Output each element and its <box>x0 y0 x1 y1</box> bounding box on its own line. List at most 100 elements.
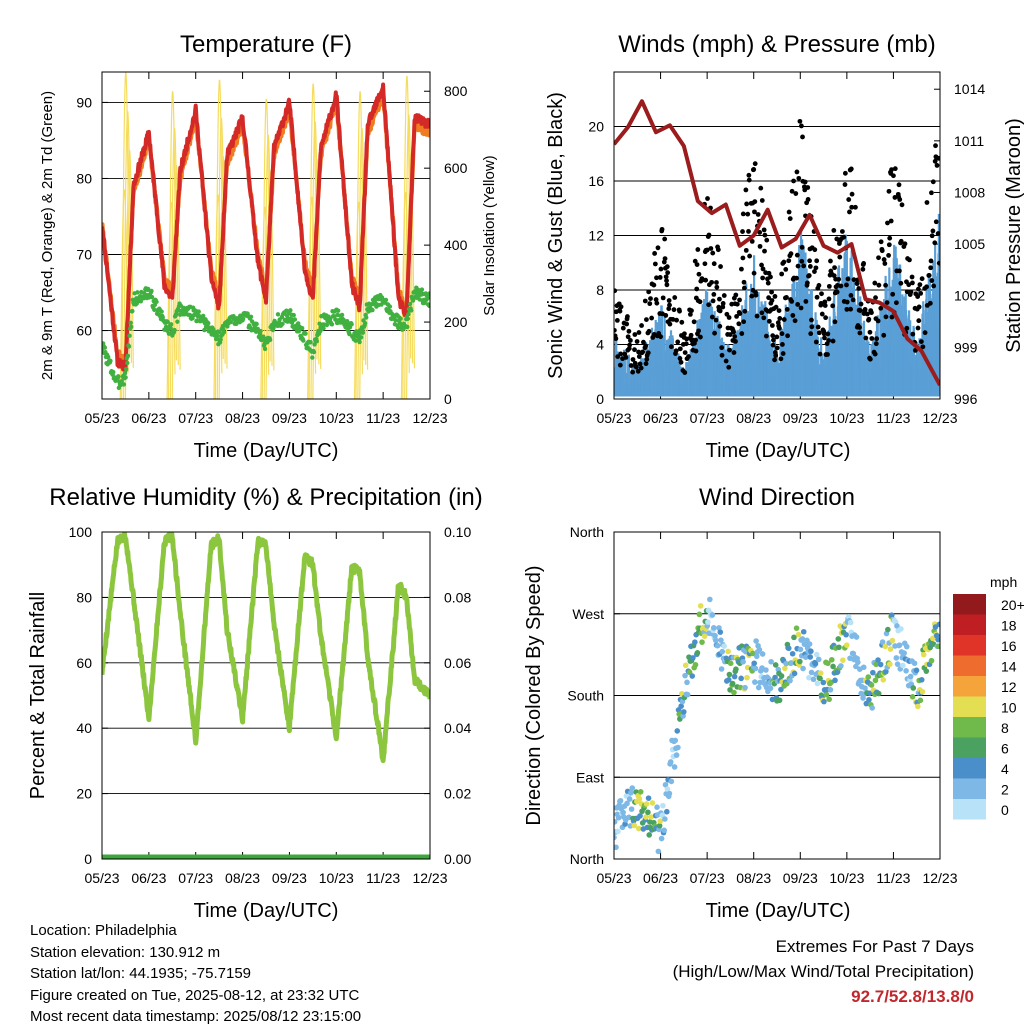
gust-point <box>657 275 663 280</box>
y-axis-label: Direction (Colored By Speed) <box>523 565 545 825</box>
dewpoint-point <box>303 331 308 336</box>
gust-point <box>878 239 884 245</box>
gust-point <box>844 299 850 305</box>
direction-point <box>797 646 804 653</box>
direction-point <box>615 828 621 835</box>
plot-area <box>614 596 940 855</box>
gust-point <box>875 318 881 324</box>
y-right-tick-label: 0.02 <box>444 786 471 802</box>
x-tick-label: 09/23 <box>272 410 307 426</box>
gust-point <box>766 295 772 301</box>
x-tick-label: 07/23 <box>178 410 213 426</box>
dewpoint-point <box>154 299 159 305</box>
gust-point <box>862 307 868 312</box>
gust-point <box>909 274 915 280</box>
direction-point <box>772 662 779 668</box>
direction-point <box>909 694 916 700</box>
gust-point <box>928 258 934 264</box>
gust-point <box>751 270 757 276</box>
y-right-tick-label: 400 <box>444 237 468 253</box>
panel-winds: Winds (mph) & Pressure (mb) 0 4 8 12 16 20 996 9… <box>545 31 1024 462</box>
gust-point <box>731 350 737 355</box>
gust-point <box>635 368 641 374</box>
gust-point <box>636 330 642 335</box>
direction-point <box>911 660 918 667</box>
direction-point <box>636 796 643 802</box>
direction-point <box>903 668 909 674</box>
direction-point <box>622 821 628 827</box>
dewpoint-point <box>288 308 293 313</box>
direction-point <box>682 672 688 679</box>
direction-point <box>620 809 626 816</box>
y-tick-label: 70 <box>76 247 92 263</box>
y-tick-label: 90 <box>76 94 92 110</box>
gust-point <box>737 311 743 316</box>
direction-point <box>886 661 893 668</box>
gust-point <box>762 248 767 254</box>
direction-point <box>835 636 842 642</box>
gust-point <box>802 179 808 185</box>
gust-point <box>898 280 904 286</box>
direction-point <box>782 665 788 672</box>
gust-point <box>894 300 899 306</box>
y-right-tick-label: 1008 <box>954 184 985 200</box>
dewpoint-point <box>357 339 362 345</box>
direction-point <box>776 697 783 704</box>
gust-point <box>822 335 827 341</box>
gust-point <box>723 358 729 364</box>
gust-point <box>682 350 688 356</box>
gust-point <box>739 266 744 272</box>
direction-point <box>880 676 887 683</box>
gust-point <box>857 325 862 330</box>
gust-point <box>694 262 700 267</box>
gust-point <box>717 296 722 302</box>
y-tick-label: 60 <box>76 323 92 339</box>
y-tick-label: South <box>567 688 604 704</box>
direction-point <box>626 796 633 802</box>
panel-wind_direction: Wind Direction North East South West North 05/… <box>523 484 1024 922</box>
gust-point <box>747 253 753 259</box>
gust-point <box>764 237 770 243</box>
gust-point <box>678 359 684 365</box>
gust-point <box>838 283 844 289</box>
gust-point <box>795 263 801 269</box>
direction-point <box>646 832 653 838</box>
dewpoint-point <box>328 316 333 321</box>
direction-point <box>918 676 925 683</box>
gust-point <box>848 166 854 172</box>
gust-point <box>768 274 773 280</box>
gust-point <box>614 288 618 294</box>
x-tick-label: 05/23 <box>596 870 631 886</box>
gust-point <box>618 304 624 310</box>
dewpoint-point <box>393 317 398 323</box>
gust-point <box>759 262 764 268</box>
dewpoint-point <box>202 327 207 333</box>
recent-timestamp: Most recent data timestamp: 2025/08/12 2… <box>30 1008 362 1025</box>
gust-point <box>799 123 804 129</box>
direction-point <box>826 696 832 703</box>
gust-point <box>713 317 719 323</box>
dewpoint-point <box>364 315 369 320</box>
gust-point <box>761 315 767 321</box>
y-right-tick-label: 0.08 <box>444 589 471 605</box>
gust-point <box>869 310 874 316</box>
gust-point <box>813 265 819 271</box>
x-tick-label: 08/23 <box>736 870 771 886</box>
gust-point <box>795 302 801 307</box>
direction-point <box>930 635 936 642</box>
gust-point <box>655 245 661 251</box>
dewpoint-point <box>111 369 116 375</box>
direction-point <box>919 688 926 695</box>
gust-point <box>632 332 638 337</box>
gust-point <box>801 263 807 269</box>
gust-point <box>741 319 747 325</box>
gust-point <box>836 276 842 282</box>
gust-point <box>624 321 630 327</box>
dewpoint-point <box>168 322 174 327</box>
gust-point <box>639 323 644 328</box>
dewpoint-point <box>130 308 135 314</box>
direction-point <box>752 665 759 672</box>
x-tick-label: 10/23 <box>829 870 864 886</box>
gust-point <box>702 261 708 267</box>
direction-point <box>825 660 831 667</box>
